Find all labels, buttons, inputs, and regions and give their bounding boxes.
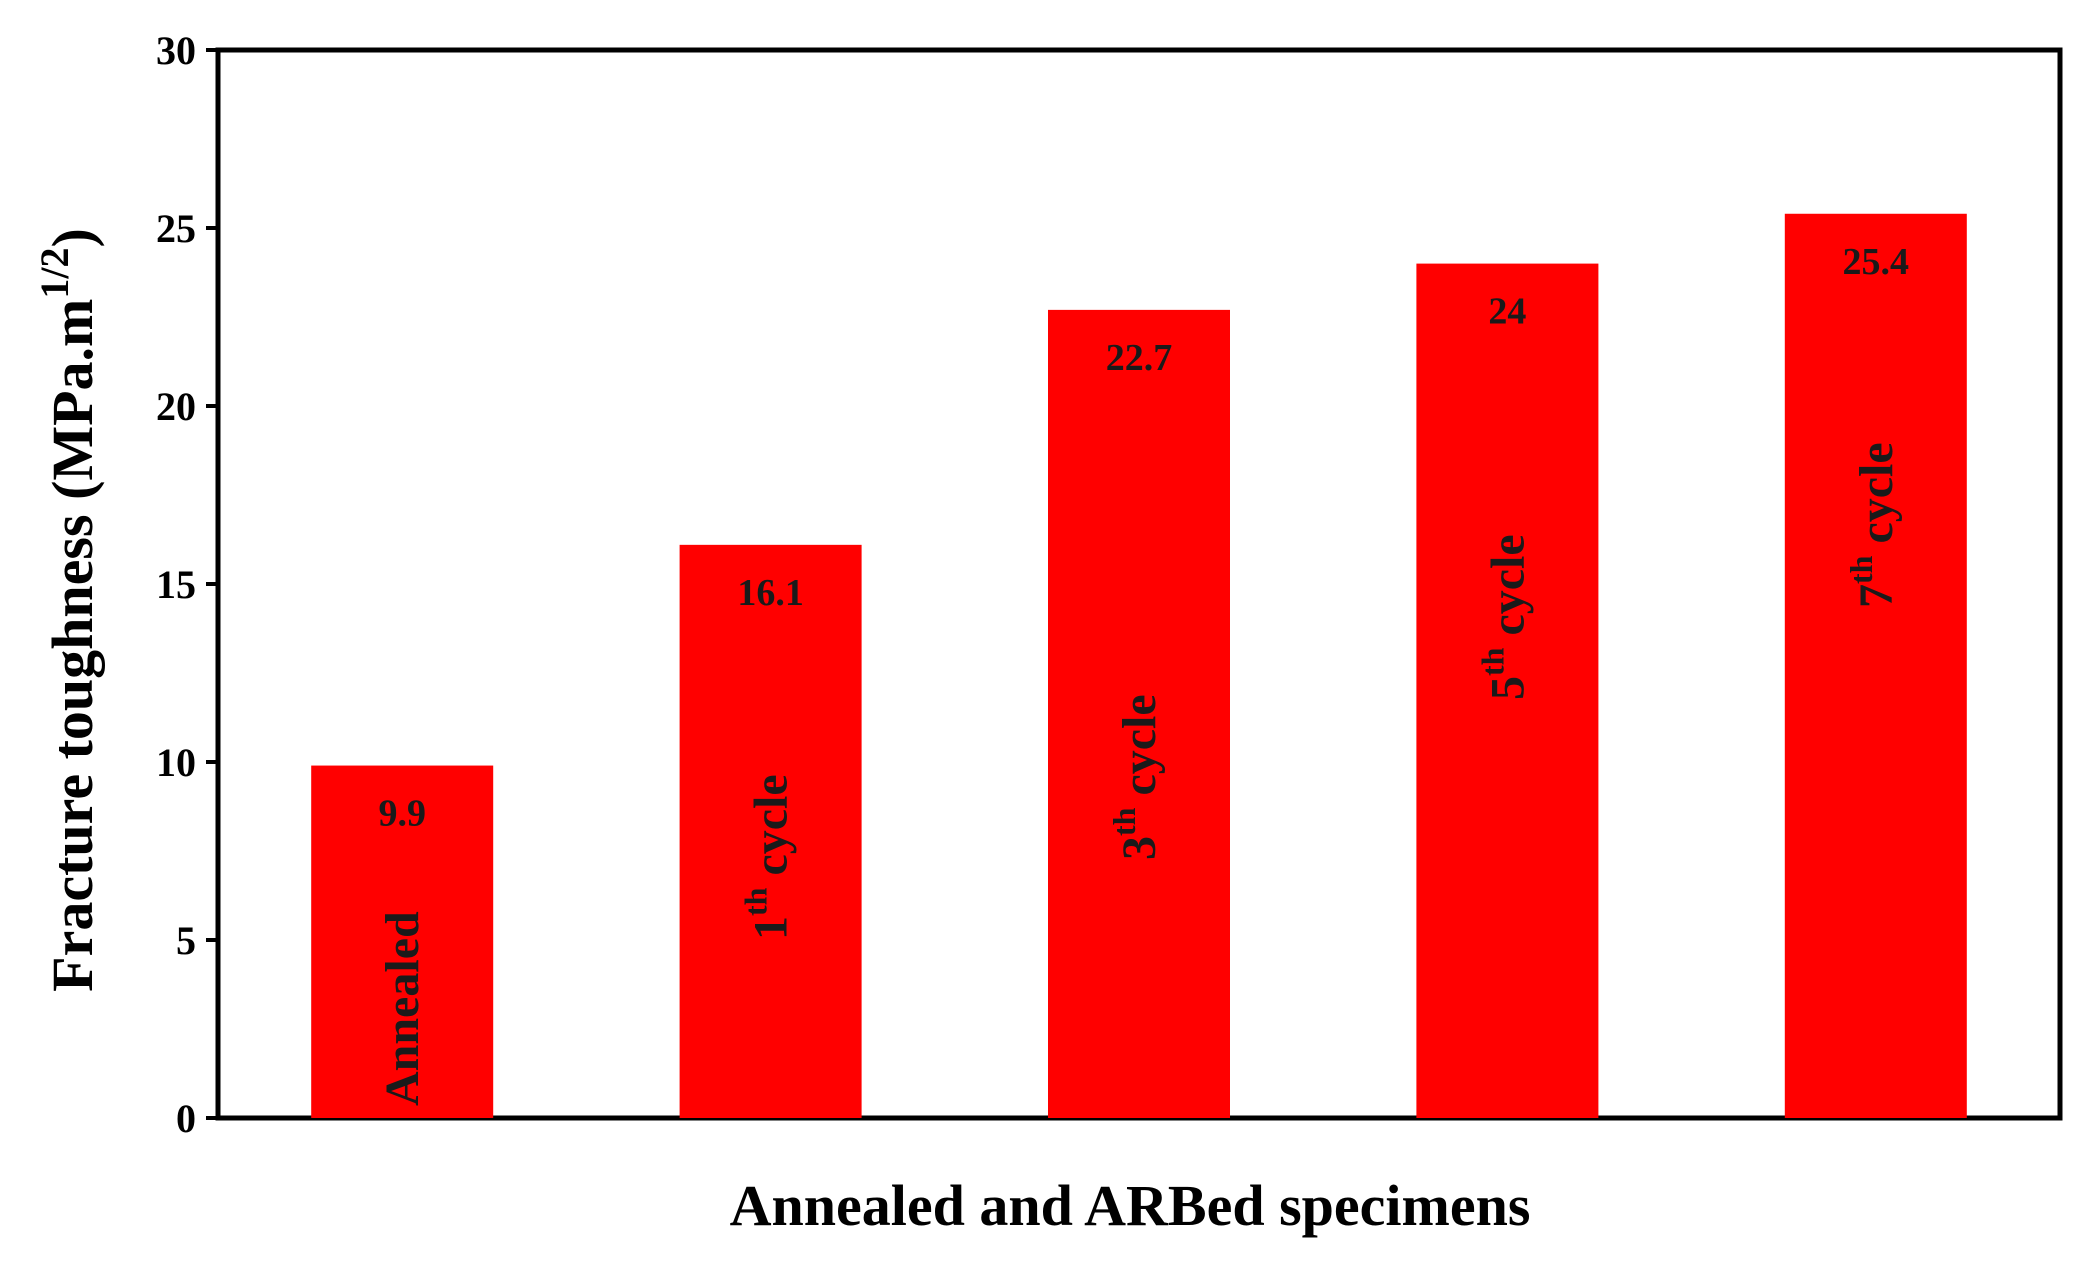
- y-tick-label: 20: [156, 384, 196, 429]
- bar-category-label: 7th cycle: [1843, 442, 1903, 608]
- bar-value-label: 24: [1488, 291, 1526, 333]
- bar: [1416, 263, 1599, 1119]
- y-tick-label: 5: [176, 918, 196, 963]
- y-tick-label: 15: [156, 562, 196, 607]
- bar-value-label: 22.7: [1106, 337, 1173, 379]
- bar-value-label: 16.1: [737, 572, 804, 614]
- y-tick-label: 30: [156, 28, 196, 73]
- y-tick-label: 0: [176, 1096, 196, 1141]
- bar-category-label: 3th cycle: [1106, 694, 1166, 860]
- bar-value-label: 25.4: [1843, 241, 1910, 283]
- bar: [311, 765, 494, 1118]
- y-axis-title: Fracture toughness (MPa.m1/2): [32, 228, 105, 992]
- bar-category-label: 1th cycle: [738, 774, 798, 940]
- bar-value-label: 9.9: [378, 793, 426, 835]
- bar-category-label: Annealed: [376, 911, 429, 1106]
- bar: [1048, 309, 1230, 1118]
- x-axis-title: Annealed and ARBed specimens: [730, 1173, 1531, 1238]
- bar: [1784, 213, 1967, 1118]
- bar: [679, 544, 862, 1118]
- y-tick-label: 10: [156, 740, 196, 785]
- y-tick-label: 25: [156, 206, 196, 251]
- bar-category-label: 5th cycle: [1474, 534, 1534, 700]
